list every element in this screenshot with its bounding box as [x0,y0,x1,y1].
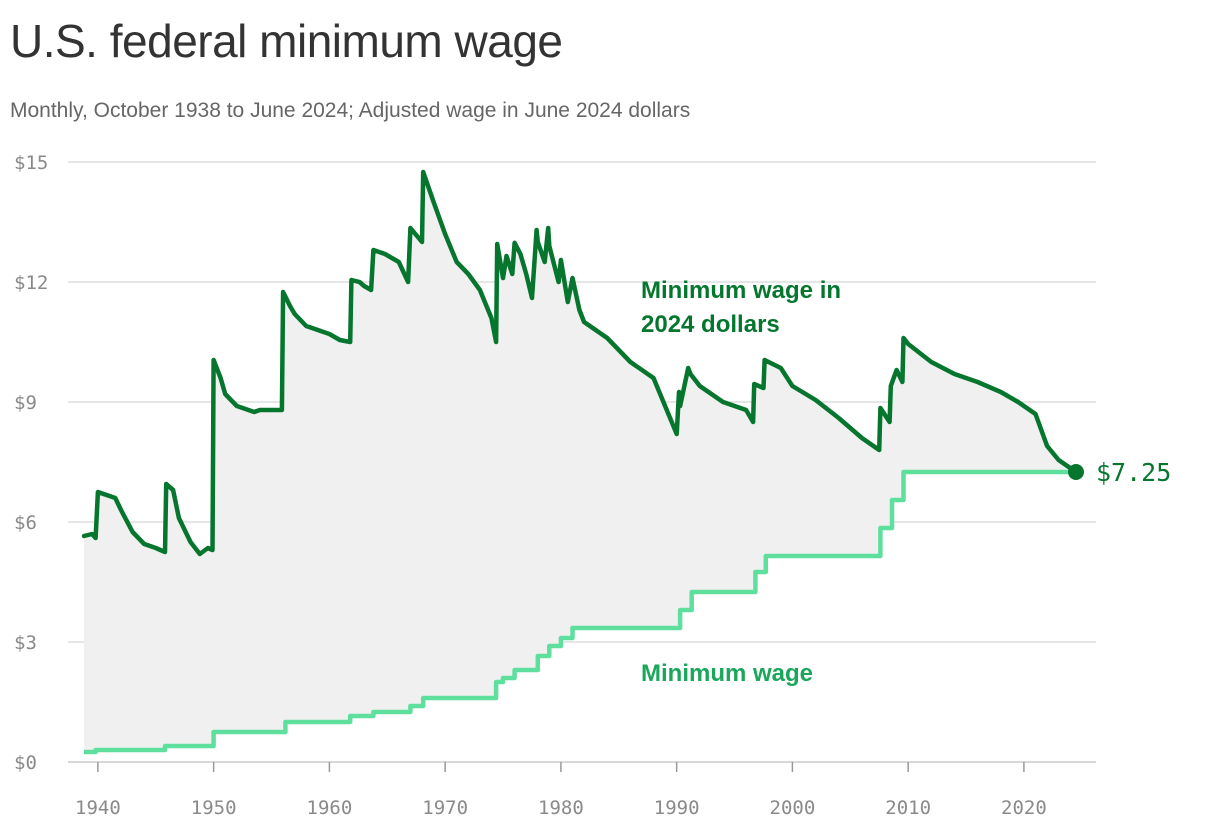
y-tick-label: $12 [14,272,48,294]
y-tick-label: $3 [14,632,37,654]
x-tick-label: 1960 [307,797,353,819]
end-value-label: $7.25 [1096,458,1171,487]
chart-subtitle: Monthly, October 1938 to June 2024; Adju… [10,99,691,122]
y-tick-label: $0 [14,752,37,774]
y-axis-ticks: $0 $3 $6 $9 $12 $15 [14,152,48,774]
end-point-marker [1068,464,1084,480]
series-label-minimum-wage: Minimum wage [641,660,813,687]
y-tick-label: $15 [14,152,48,174]
series-line-adjusted-wage [81,169,1079,557]
gap-shaded-area [84,172,1076,752]
series-line-minimum-wage [84,469,1076,755]
x-tick-label: 1970 [422,797,468,819]
series-label-adjusted-wage: Minimum wage in 2024 dollars [641,277,841,338]
x-tick-label: 2020 [1001,797,1047,819]
series-label-line: 2024 dollars [641,311,780,338]
x-tick-label: 2000 [770,797,816,819]
series-label-line: Minimum wage [641,660,813,687]
x-tick-label: 1980 [538,797,584,819]
x-tick-label: 1950 [191,797,237,819]
x-tick-label: 1940 [75,797,121,819]
x-axis-ticks: 1940 1950 1960 1970 1980 1990 2000 2010 2020 [75,762,1047,819]
chart-title: U.S. federal minimum wage [10,15,563,67]
x-tick-label: 1990 [654,797,700,819]
x-tick-label: 2010 [885,797,931,819]
y-tick-label: $6 [14,512,37,534]
series-label-line: Minimum wage in [641,277,841,304]
y-tick-label: $9 [14,392,37,414]
